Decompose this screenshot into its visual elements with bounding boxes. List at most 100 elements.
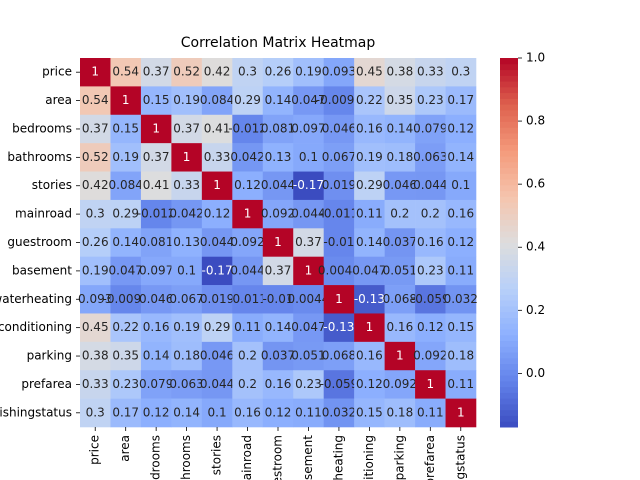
heatmap-cell <box>110 341 142 371</box>
heatmap-cell <box>354 256 385 286</box>
heatmap-cell <box>415 256 446 286</box>
heatmap-cell <box>80 228 111 257</box>
heatmap-cell <box>201 285 233 314</box>
colorbar-tick-label: 0.6 <box>526 177 545 191</box>
cell-label: 0.15 <box>143 93 170 107</box>
colorbar-segment <box>500 328 518 336</box>
colorbar-segment <box>500 173 518 180</box>
colorbar-segment <box>500 132 518 140</box>
cell-label: 0.046 <box>383 178 417 192</box>
cell-label: 0.1 <box>451 178 470 192</box>
colorbar-segment <box>500 311 518 318</box>
cell-label: 0.044 <box>230 263 264 277</box>
colorbar-segment <box>500 248 518 255</box>
cell-label: 0.11 <box>447 377 474 391</box>
cell-label: 0.11 <box>417 405 444 419</box>
heatmap-cell <box>384 398 416 428</box>
heatmap-cell <box>232 199 264 229</box>
heatmap-cell <box>354 285 385 314</box>
cell-label: 0.068 <box>383 292 417 306</box>
heatmap-cell <box>293 86 324 116</box>
heatmap-cell <box>415 114 446 144</box>
cell-label: 1 <box>274 235 282 249</box>
cell-label: 0.3 <box>86 405 105 419</box>
colorbar-segment <box>500 357 518 365</box>
colorbar-segment <box>500 392 518 399</box>
colorbar-segment <box>500 323 518 330</box>
heatmap-cell <box>80 114 111 144</box>
colorbar-segment <box>500 150 518 157</box>
cell-label: 0.3 <box>86 207 105 221</box>
cell-label: 0.19 <box>173 93 200 107</box>
colorbar-tick-label: 1.0 <box>526 51 545 65</box>
cell-label: 0.067 <box>169 292 203 306</box>
cell-label: 0.14 <box>112 235 139 249</box>
heatmap-cell <box>140 199 172 229</box>
heatmap-cell <box>415 370 446 399</box>
heatmap-cell <box>323 228 355 257</box>
colorbar-segment <box>500 190 518 197</box>
heatmap-cell <box>384 86 416 116</box>
colorbar-segment <box>500 69 518 76</box>
heatmap-cell <box>140 285 172 314</box>
cell-label: 0.37 <box>295 235 322 249</box>
colorbar-segment <box>500 277 518 284</box>
cell-label: 0.097 <box>291 121 325 135</box>
heatmap-cell <box>171 398 203 428</box>
heatmap-cell <box>110 143 142 172</box>
colorbar-segment <box>500 98 518 105</box>
heatmap-cell <box>415 398 446 428</box>
heatmap-cell <box>201 143 233 172</box>
cell-label: 0.45 <box>82 320 109 334</box>
colorbar-segment <box>500 363 518 370</box>
heatmap-cell <box>354 58 385 87</box>
heatmap-cell <box>293 370 324 399</box>
cell-label: 0.23 <box>417 263 444 277</box>
cell-label: 0.2 <box>238 377 257 391</box>
x-tick-label: bedrooms <box>149 435 163 480</box>
y-tick-label: bedrooms <box>12 121 72 135</box>
cell-label: 0.047 <box>109 263 143 277</box>
colorbar-segment <box>500 305 518 313</box>
cell-label: 0.37 <box>143 150 170 164</box>
colorbar-segment <box>500 346 518 353</box>
cell-label: 0.14 <box>386 121 413 135</box>
cell-label: 0.15 <box>356 405 383 419</box>
heatmap-cell <box>171 86 203 116</box>
colorbar-segment <box>500 127 518 134</box>
heatmap-cell <box>232 313 264 343</box>
cell-label: 0.35 <box>386 93 413 107</box>
heatmap-cell <box>140 171 172 201</box>
heatmap-cell <box>323 199 355 229</box>
cell-label: 0.084 <box>200 93 234 107</box>
cell-label: 0.11 <box>295 405 322 419</box>
colorbar-segment <box>500 138 518 145</box>
y-tick-label: stories <box>32 178 72 192</box>
colorbar-segment <box>500 58 518 65</box>
heatmap-cell <box>201 256 233 286</box>
cell-label: 1 <box>152 121 160 135</box>
cell-label: 0.093 <box>78 292 112 306</box>
colorbar-segment <box>500 242 518 249</box>
cell-label: 0.12 <box>447 235 474 249</box>
y-tick-label: price <box>42 65 72 79</box>
cell-label: -0.011 <box>228 292 267 306</box>
colorbar-segment <box>500 334 518 342</box>
cell-label: 0.26 <box>265 65 292 79</box>
heatmap-cell <box>80 143 111 172</box>
cell-label: 0.15 <box>112 121 139 135</box>
heatmap-cell <box>80 341 111 371</box>
heatmap-cell <box>201 199 233 229</box>
cell-label: 0.13 <box>173 235 200 249</box>
heatmap-cell <box>323 398 355 428</box>
y-tick-label: prefarea <box>21 377 72 391</box>
colorbar-segment <box>500 236 518 243</box>
heatmap-cell <box>201 398 233 428</box>
heatmap-cell <box>384 341 416 371</box>
cell-label: 0.067 <box>322 150 356 164</box>
colorbar-segment <box>500 121 518 128</box>
cell-label: 0.15 <box>447 320 474 334</box>
y-tick-label: furnishingstatus <box>0 405 72 419</box>
heatmap-cell <box>201 171 233 201</box>
cell-label: 0.1 <box>177 263 196 277</box>
